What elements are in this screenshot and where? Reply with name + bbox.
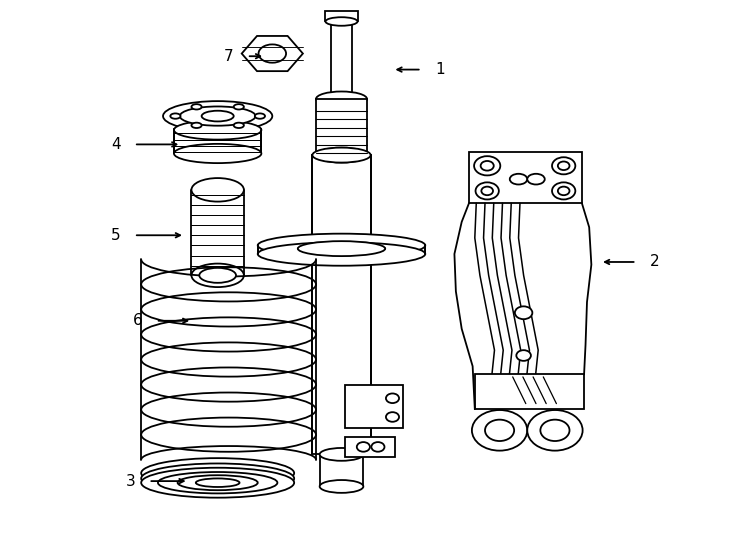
Ellipse shape [258, 234, 425, 257]
Ellipse shape [386, 412, 399, 422]
Text: 3: 3 [126, 474, 135, 489]
Polygon shape [241, 36, 303, 71]
Ellipse shape [552, 157, 575, 174]
Ellipse shape [510, 174, 527, 185]
Ellipse shape [540, 420, 570, 441]
Ellipse shape [196, 478, 239, 487]
Text: 6: 6 [133, 313, 142, 328]
Ellipse shape [516, 350, 531, 361]
Ellipse shape [371, 442, 385, 452]
Ellipse shape [141, 463, 294, 494]
Ellipse shape [178, 475, 258, 490]
Ellipse shape [174, 120, 261, 140]
Ellipse shape [552, 183, 575, 199]
Ellipse shape [192, 178, 244, 201]
Ellipse shape [319, 480, 363, 493]
Bar [313, 155, 371, 454]
Ellipse shape [316, 147, 367, 163]
Bar [325, 11, 357, 22]
Ellipse shape [158, 472, 277, 494]
Text: 7: 7 [224, 49, 233, 64]
Ellipse shape [141, 468, 294, 498]
Ellipse shape [233, 123, 244, 128]
Ellipse shape [163, 101, 272, 131]
Ellipse shape [192, 104, 202, 110]
Ellipse shape [515, 306, 532, 319]
Bar [258, 245, 425, 254]
Ellipse shape [258, 242, 425, 266]
Text: 4: 4 [111, 137, 120, 152]
Text: 5: 5 [111, 228, 120, 243]
Bar [345, 437, 395, 457]
Bar [469, 152, 582, 203]
Ellipse shape [558, 161, 570, 170]
Bar [174, 129, 261, 153]
Ellipse shape [482, 187, 493, 195]
Ellipse shape [485, 420, 514, 441]
Ellipse shape [558, 187, 570, 195]
Bar [316, 99, 367, 155]
Ellipse shape [316, 91, 367, 106]
Ellipse shape [319, 448, 363, 461]
Ellipse shape [192, 123, 202, 128]
Bar [345, 385, 404, 428]
Ellipse shape [527, 174, 545, 185]
Ellipse shape [233, 104, 244, 110]
Ellipse shape [258, 44, 286, 63]
Ellipse shape [202, 111, 233, 122]
Ellipse shape [255, 113, 265, 119]
Ellipse shape [325, 17, 357, 26]
Ellipse shape [474, 156, 501, 176]
Ellipse shape [200, 268, 236, 283]
Ellipse shape [481, 161, 494, 171]
Bar [330, 19, 352, 155]
Ellipse shape [192, 264, 244, 287]
Ellipse shape [357, 442, 370, 452]
Ellipse shape [174, 144, 261, 163]
Ellipse shape [527, 410, 583, 451]
Ellipse shape [180, 106, 255, 126]
Ellipse shape [476, 183, 499, 199]
Text: 2: 2 [650, 254, 660, 269]
Ellipse shape [386, 394, 399, 403]
Ellipse shape [298, 241, 385, 256]
Bar [319, 454, 363, 487]
Bar [475, 374, 584, 409]
Ellipse shape [141, 458, 294, 488]
Text: 1: 1 [435, 62, 445, 77]
Ellipse shape [472, 410, 527, 451]
Ellipse shape [170, 113, 181, 119]
Ellipse shape [313, 147, 371, 163]
